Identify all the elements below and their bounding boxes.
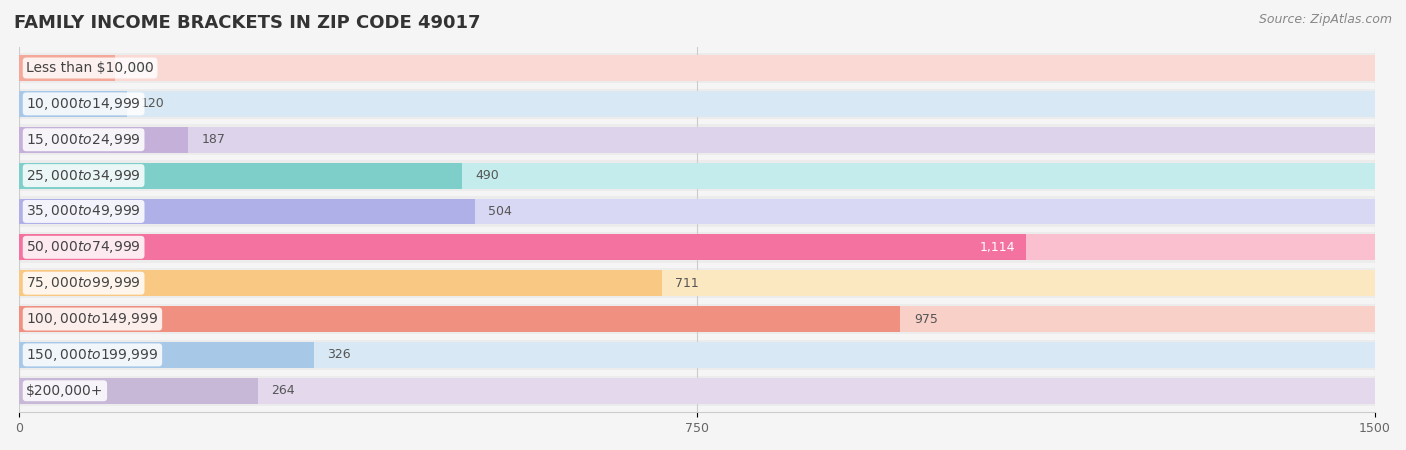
Text: 106: 106 bbox=[128, 62, 152, 75]
Text: 120: 120 bbox=[141, 97, 165, 110]
Text: 975: 975 bbox=[914, 313, 938, 325]
Text: FAMILY INCOME BRACKETS IN ZIP CODE 49017: FAMILY INCOME BRACKETS IN ZIP CODE 49017 bbox=[14, 14, 481, 32]
Bar bbox=[20, 127, 188, 153]
Bar bbox=[20, 89, 1375, 119]
Bar bbox=[20, 198, 475, 225]
Text: $200,000+: $200,000+ bbox=[27, 384, 104, 398]
Text: $25,000 to $34,999: $25,000 to $34,999 bbox=[27, 167, 141, 184]
Bar bbox=[20, 196, 1375, 227]
Bar bbox=[20, 234, 1375, 260]
Bar bbox=[20, 91, 1375, 117]
Bar bbox=[20, 268, 1375, 298]
Bar bbox=[20, 234, 1026, 260]
Bar bbox=[20, 340, 1375, 370]
Text: Less than $10,000: Less than $10,000 bbox=[27, 61, 155, 75]
Text: $100,000 to $149,999: $100,000 to $149,999 bbox=[27, 311, 159, 327]
Text: $15,000 to $24,999: $15,000 to $24,999 bbox=[27, 132, 141, 148]
Bar bbox=[20, 378, 1375, 404]
Bar bbox=[20, 125, 1375, 155]
Text: 264: 264 bbox=[271, 384, 295, 397]
Bar bbox=[20, 270, 1375, 296]
Text: 326: 326 bbox=[328, 348, 352, 361]
Bar bbox=[20, 55, 1375, 81]
Bar bbox=[20, 163, 463, 189]
Bar bbox=[20, 270, 662, 296]
Text: 187: 187 bbox=[201, 133, 225, 146]
Text: 711: 711 bbox=[675, 277, 699, 290]
Bar bbox=[20, 378, 257, 404]
Bar bbox=[20, 306, 900, 332]
Bar bbox=[20, 198, 1375, 225]
Bar bbox=[20, 342, 1375, 368]
Text: $50,000 to $74,999: $50,000 to $74,999 bbox=[27, 239, 141, 255]
Bar bbox=[20, 53, 1375, 83]
Bar bbox=[20, 375, 1375, 406]
Text: $35,000 to $49,999: $35,000 to $49,999 bbox=[27, 203, 141, 220]
Bar bbox=[20, 342, 314, 368]
Bar bbox=[20, 306, 1375, 332]
Text: $10,000 to $14,999: $10,000 to $14,999 bbox=[27, 96, 141, 112]
Bar bbox=[20, 163, 1375, 189]
Bar bbox=[20, 160, 1375, 191]
Bar bbox=[20, 91, 128, 117]
Text: 490: 490 bbox=[475, 169, 499, 182]
Bar bbox=[20, 304, 1375, 334]
Bar bbox=[20, 127, 1375, 153]
Text: 504: 504 bbox=[488, 205, 512, 218]
Text: 1,114: 1,114 bbox=[980, 241, 1015, 254]
Bar bbox=[20, 55, 115, 81]
Text: $150,000 to $199,999: $150,000 to $199,999 bbox=[27, 347, 159, 363]
Bar bbox=[20, 232, 1375, 262]
Text: Source: ZipAtlas.com: Source: ZipAtlas.com bbox=[1258, 14, 1392, 27]
Text: $75,000 to $99,999: $75,000 to $99,999 bbox=[27, 275, 141, 291]
